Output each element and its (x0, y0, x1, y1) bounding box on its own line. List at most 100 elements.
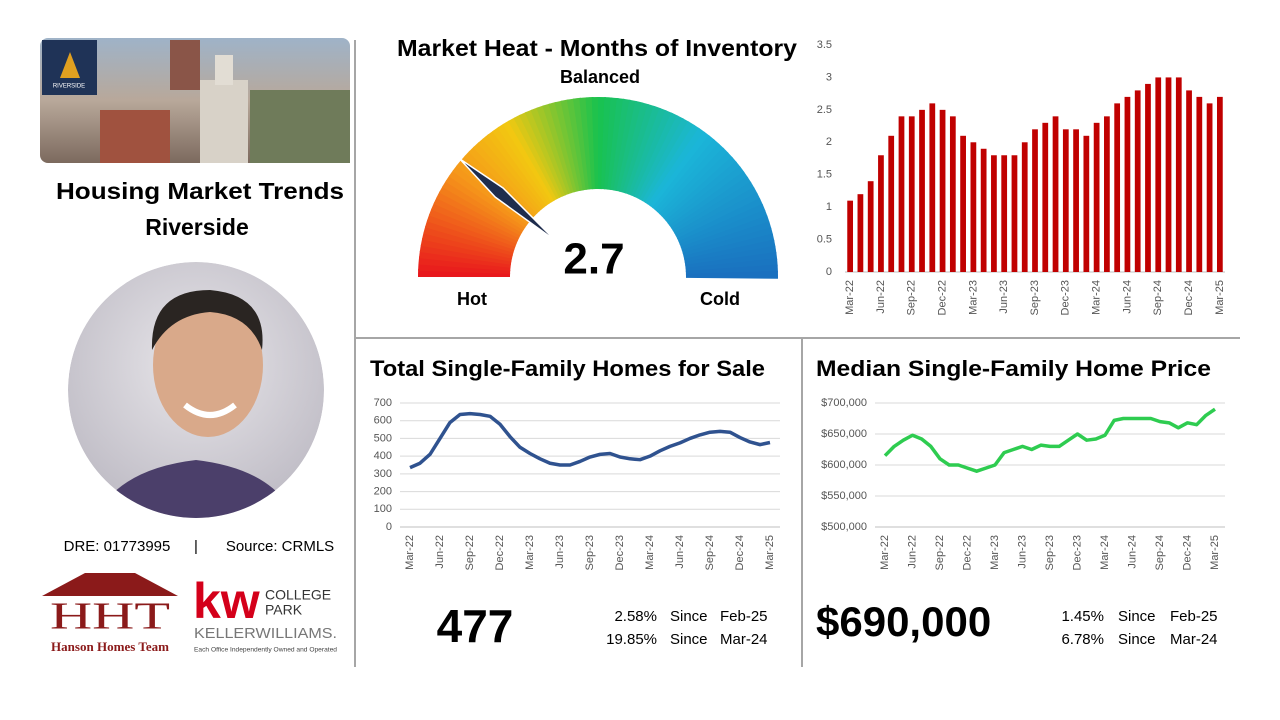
gauge-segment (680, 215, 770, 251)
bar (1052, 116, 1059, 272)
bar (1206, 103, 1213, 272)
gauge-segment (472, 142, 540, 214)
bar (1186, 90, 1192, 273)
y-tick-label: 600 (374, 415, 392, 427)
badge: RIVERSIDE (53, 84, 85, 90)
bar (1175, 77, 1182, 272)
y-tick-label: 300 (374, 468, 392, 480)
chart-title: Median Single-Family Home Price (816, 356, 1211, 381)
bar (1093, 122, 1100, 272)
city-photo (40, 38, 350, 163)
bar (1083, 135, 1090, 272)
bar (1216, 96, 1223, 272)
change-since: Since (1118, 608, 1156, 625)
x-tick-label: Mar-24 (1091, 280, 1103, 315)
gauge-segment (519, 111, 564, 198)
gauge-segment (448, 169, 528, 228)
source: Source: CRMLS (226, 538, 334, 555)
x-tick-label: Dec-24 (734, 535, 746, 570)
x-tick-label: Sep-24 (704, 535, 716, 570)
gauge-segment (683, 233, 775, 260)
gauge-segment (675, 192, 761, 240)
x-tick-label: Sep-23 (584, 535, 596, 570)
gauge-segment (492, 126, 550, 206)
x-tick-label: Mar-22 (844, 280, 856, 315)
x-tick-label: Dec-22 (936, 280, 948, 315)
gauge-segment (679, 209, 768, 248)
gauge-segment (433, 196, 520, 242)
gauge-segment (669, 171, 749, 229)
gauge-segment (431, 202, 518, 245)
gauge-segment (487, 130, 547, 208)
bar (847, 200, 854, 272)
x-tick-label: Dec-23 (1060, 280, 1072, 315)
gauge-segment (678, 203, 766, 245)
bar (1155, 77, 1162, 272)
x-tick-label: Sep-22 (934, 535, 946, 570)
gauge-segment (508, 117, 558, 201)
y-tick-label: $550,000 (821, 490, 867, 502)
change-period: Feb-25 (1170, 608, 1218, 625)
gauge-segment (665, 161, 741, 224)
bar (939, 109, 946, 272)
gauge-segment (502, 120, 555, 203)
gauge-segment (464, 150, 536, 219)
y-tick-label: $600,000 (821, 459, 867, 471)
x-tick-label: Sep-24 (1154, 535, 1166, 570)
x-tick-label: Jun-22 (875, 280, 887, 314)
bar (919, 109, 925, 272)
y-tick-label: 2 (826, 136, 832, 148)
gauge-segment (681, 221, 772, 254)
line (409, 411, 771, 470)
x-tick-label: Mar-25 (1209, 535, 1221, 570)
y-tick-label: 3.5 (817, 39, 832, 51)
bar (1124, 96, 1131, 272)
gauge-needle (459, 158, 557, 242)
kw-note: Each Office Independently Owned and Oper… (194, 648, 337, 654)
change-period: Feb-25 (720, 608, 768, 625)
gauge-label: Hot (457, 289, 487, 309)
x-tick-label: Jun-22 (434, 535, 446, 569)
bar (1032, 129, 1038, 272)
gauge-segment (482, 134, 545, 210)
gauge-value: 2.7 (563, 235, 624, 284)
hht-logo: HHT (50, 596, 170, 638)
gauge-segment (685, 251, 778, 269)
gauge-segment (542, 103, 575, 194)
y-tick-label: 400 (374, 450, 392, 462)
bar (867, 181, 874, 272)
bar (1021, 142, 1028, 272)
title: Riverside (145, 214, 249, 240)
x-tick-label: Jun-24 (674, 535, 686, 569)
bar (1073, 129, 1079, 272)
x-tick-label: Mar-22 (404, 535, 416, 570)
x-tick-label: Dec-24 (1183, 280, 1195, 315)
gauge-segment (667, 166, 745, 226)
gauge-segment (663, 156, 738, 222)
gauge-segment (628, 107, 668, 196)
bar (1114, 103, 1121, 272)
x-tick-label: Mar-22 (879, 535, 891, 570)
change-since: Since (670, 608, 708, 625)
gauge-segment (560, 99, 584, 191)
x-tick-label: Sep-24 (1152, 280, 1164, 315)
y-tick-label: 1.5 (817, 169, 832, 181)
change-value: 6.78% (1061, 631, 1104, 648)
gauge-segment (572, 97, 590, 190)
bar (1001, 155, 1008, 272)
x-tick-label: Dec-23 (614, 535, 626, 570)
chart-title: Total Single-Family Homes for Sale (370, 356, 765, 381)
y-tick-label: 100 (374, 503, 392, 515)
gauge-segment (682, 227, 774, 257)
bar (1145, 83, 1151, 273)
gauge-segment (656, 143, 725, 215)
change-since: Since (670, 631, 708, 648)
gauge-segment (548, 101, 578, 193)
kw-line: COLLEGE (265, 587, 331, 603)
bar (1196, 96, 1203, 272)
gauge-segment (436, 190, 521, 239)
gauge-segment (630, 110, 673, 197)
portrait (68, 262, 324, 518)
gauge-segment (670, 176, 752, 232)
gauge-segment (661, 151, 733, 219)
